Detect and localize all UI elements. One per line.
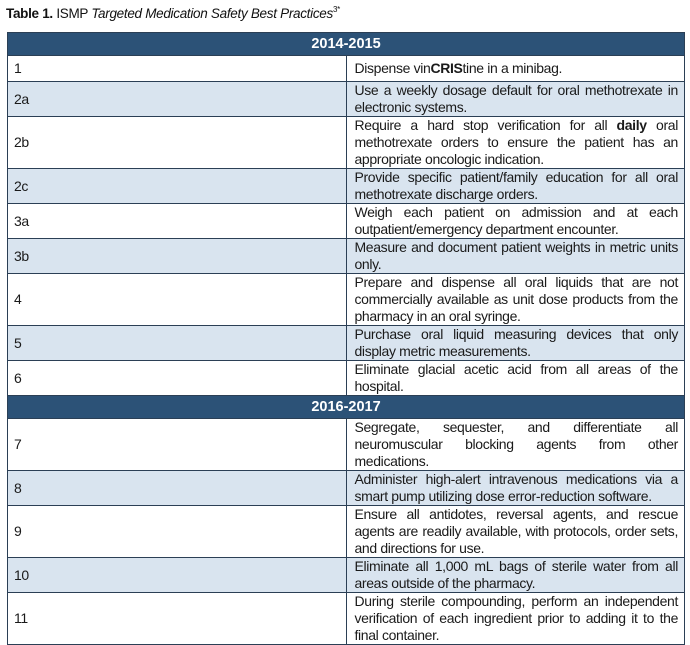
row-number: 5	[7, 325, 347, 361]
section-header-row: 2014-2015	[7, 32, 685, 56]
row-number: 7	[7, 418, 347, 471]
row-number: 4	[7, 273, 347, 326]
row-number: 3b	[7, 238, 347, 274]
row-number: 11	[7, 592, 347, 645]
table-row: 2b Require a hard stop verification for …	[7, 116, 685, 169]
row-description: Measure and document patient weights in …	[345, 238, 685, 274]
table-row: 10 Eliminate all 1,000 mL bags of steril…	[7, 557, 685, 593]
caption-superscript: 3*	[332, 5, 340, 14]
row-description: Require a hard stop verification for all…	[345, 116, 685, 169]
row-description: Ensure all antidotes, reversal agents, a…	[345, 505, 685, 558]
caption-label: Table 1.	[6, 6, 53, 21]
section-heading: 2016-2017	[7, 395, 685, 419]
table-row: 11 During sterile compounding, perform a…	[7, 592, 685, 645]
row-number: 3a	[7, 203, 347, 239]
row-description: Dispense vinCRIStine in a minibag.	[345, 55, 685, 82]
table-row: 3a Weigh each patient on admission and a…	[7, 203, 685, 239]
row-description: Administer high-alert intravenous medica…	[345, 470, 685, 506]
row-number: 1	[7, 55, 347, 82]
row-description: Segregate, sequester, and differentiate …	[345, 418, 685, 471]
row-number: 2b	[7, 116, 347, 169]
row-number: 2a	[7, 81, 347, 117]
table-row: 4 Prepare and dispense all oral liquids …	[7, 273, 685, 326]
row-description: Provide specific patient/family educatio…	[345, 168, 685, 204]
row-number: 2c	[7, 168, 347, 204]
row-description: Purchase oral liquid measuring devices t…	[345, 325, 685, 361]
section-header-row: 2016-2017	[7, 395, 685, 419]
row-description: Weigh each patient on admission and at e…	[345, 203, 685, 239]
row-description: Use a weekly dosage default for oral met…	[345, 81, 685, 117]
best-practices-table: 2014-2015 1 Dispense vinCRIStine in a mi…	[7, 32, 685, 645]
row-number: 9	[7, 505, 347, 558]
table-row: 2a Use a weekly dosage default for oral …	[7, 81, 685, 117]
row-description: Eliminate glacial acetic acid from all a…	[345, 360, 685, 396]
row-description: During sterile compounding, perform an i…	[345, 592, 685, 645]
caption-title: Targeted Medication Safety Best Practice…	[91, 6, 333, 21]
section-heading: 2014-2015	[7, 32, 685, 56]
table-row: 3b Measure and document patient weights …	[7, 238, 685, 274]
table-row: 8 Administer high-alert intravenous medi…	[7, 470, 685, 506]
row-number: 8	[7, 470, 347, 506]
row-description: Eliminate all 1,000 mL bags of sterile w…	[345, 557, 685, 593]
table-row: 1 Dispense vinCRIStine in a minibag.	[7, 55, 685, 82]
table-row: 2c Provide specific patient/family educa…	[7, 168, 685, 204]
table-row: 7 Segregate, sequester, and differentiat…	[7, 418, 685, 471]
row-number: 6	[7, 360, 347, 396]
row-number: 10	[7, 557, 347, 593]
table-caption: Table 1. ISMP Targeted Medication Safety…	[6, 5, 340, 21]
table-row: 6 Eliminate glacial acetic acid from all…	[7, 360, 685, 396]
caption-org: ISMP	[56, 6, 88, 21]
table-row: 5 Purchase oral liquid measuring devices…	[7, 325, 685, 361]
table-row: 9 Ensure all antidotes, reversal agents,…	[7, 505, 685, 558]
row-description: Prepare and dispense all oral liquids th…	[345, 273, 685, 326]
